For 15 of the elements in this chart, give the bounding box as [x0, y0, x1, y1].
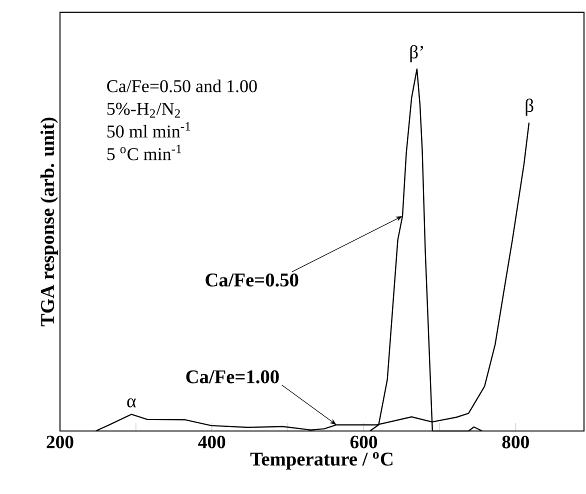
annotation: 5 $^{o}$C min$^{-1}$ — [107, 144, 182, 160]
annotation: α — [127, 398, 136, 408]
text: Ca/Fe=0.50 — [206, 273, 298, 287]
x-tick-label: 600 — [350, 436, 378, 448]
annotation: 50 ml min$^{-1}$ — [107, 122, 190, 138]
annotation: β’ — [410, 45, 423, 62]
x-tick-label: 200 — [46, 436, 74, 448]
x-tick-label: 800 — [502, 436, 529, 448]
annotation: Ca/Fe=0.50 and 1.00 — [107, 80, 257, 92]
x-axis-title: Temperature / $^{o}$C — [250, 452, 392, 470]
annotation: 5%-H$_{2}$/N$_{2}$ — [107, 102, 180, 118]
x-tick-label: 400 — [198, 436, 226, 448]
y-axis-title: TGA response (arb. unit) — [40, 118, 58, 326]
series-label: Ca/Fe=1.00 — [186, 370, 279, 384]
annotation: β — [526, 98, 534, 116]
